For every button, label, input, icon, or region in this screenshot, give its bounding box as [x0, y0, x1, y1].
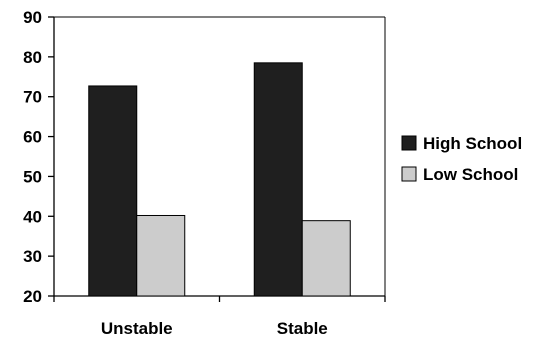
y-tick-label: 50 — [23, 167, 42, 186]
y-tick-label: 20 — [23, 287, 42, 306]
legend: High School Low School — [401, 134, 522, 184]
x-axis: Unstable Stable — [53, 296, 386, 338]
bar-low-school-stable — [301, 220, 351, 297]
y-axis: 20 30 40 50 60 70 80 90 — [23, 8, 54, 306]
bar-high-school-stable — [253, 62, 303, 297]
legend-swatch — [401, 135, 417, 151]
bars — [88, 62, 351, 297]
x-category-label: Unstable — [101, 319, 173, 338]
y-tick-label: 40 — [23, 207, 42, 226]
y-tick-label: 90 — [23, 8, 42, 27]
y-tick-label: 80 — [23, 48, 42, 67]
x-category-label: Stable — [277, 319, 328, 338]
legend-label: Low School — [423, 165, 518, 184]
legend-label: High School — [423, 134, 522, 153]
legend-swatch — [401, 166, 417, 182]
y-tick-label: 70 — [23, 88, 42, 107]
y-tick-label: 60 — [23, 128, 42, 147]
plot-area: 20 30 40 50 60 70 80 90 Unstable Stable — [23, 8, 386, 338]
y-tick-label: 30 — [23, 247, 42, 266]
bar-high-school-unstable — [88, 85, 138, 297]
bar-low-school-unstable — [136, 214, 186, 297]
